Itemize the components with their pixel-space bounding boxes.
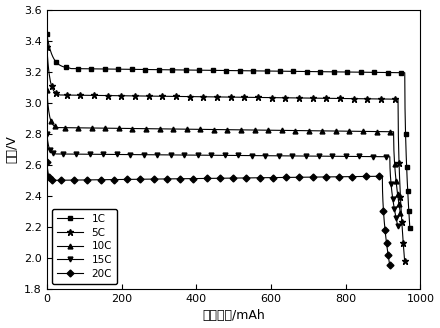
1C bbox=[234, 69, 239, 72]
20C bbox=[214, 176, 219, 180]
1C bbox=[403, 114, 408, 118]
Line: 15C: 15C bbox=[44, 131, 400, 229]
10C bbox=[143, 127, 149, 131]
1C bbox=[169, 68, 175, 72]
20C bbox=[138, 177, 143, 181]
1C bbox=[99, 67, 104, 71]
20C bbox=[151, 177, 156, 181]
5C bbox=[224, 95, 230, 99]
5C bbox=[160, 94, 165, 98]
5C bbox=[197, 95, 202, 99]
1C bbox=[44, 32, 49, 36]
5C bbox=[402, 261, 407, 265]
5C bbox=[396, 143, 401, 147]
Legend: 1C, 5C, 10C, 15C, 20C: 1C, 5C, 10C, 15C, 20C bbox=[52, 209, 117, 284]
1C bbox=[206, 68, 212, 72]
10C bbox=[86, 126, 91, 130]
15C bbox=[396, 225, 401, 229]
5C bbox=[146, 94, 151, 98]
20C bbox=[44, 160, 49, 164]
10C bbox=[221, 128, 227, 132]
15C bbox=[388, 174, 393, 178]
Line: 20C: 20C bbox=[44, 159, 392, 268]
15C bbox=[44, 132, 49, 136]
Line: 10C: 10C bbox=[44, 88, 403, 217]
20C bbox=[187, 177, 193, 181]
15C bbox=[219, 154, 224, 157]
15C bbox=[84, 152, 89, 156]
5C bbox=[44, 45, 49, 49]
20C bbox=[81, 178, 87, 182]
Line: 1C: 1C bbox=[44, 32, 412, 233]
15C bbox=[154, 153, 160, 157]
10C bbox=[44, 88, 49, 92]
15C bbox=[191, 153, 197, 157]
1C bbox=[156, 68, 161, 72]
5C bbox=[88, 93, 93, 97]
X-axis label: 放电容量/mAh: 放电容量/mAh bbox=[202, 309, 265, 322]
10C bbox=[157, 127, 162, 131]
1C bbox=[407, 228, 413, 232]
15C bbox=[141, 153, 147, 157]
10C bbox=[398, 213, 403, 216]
10C bbox=[392, 153, 397, 157]
20C bbox=[380, 199, 385, 203]
Y-axis label: 电压/V: 电压/V bbox=[6, 135, 18, 163]
10C bbox=[194, 127, 199, 131]
Line: 5C: 5C bbox=[44, 44, 408, 266]
20C bbox=[387, 264, 392, 268]
